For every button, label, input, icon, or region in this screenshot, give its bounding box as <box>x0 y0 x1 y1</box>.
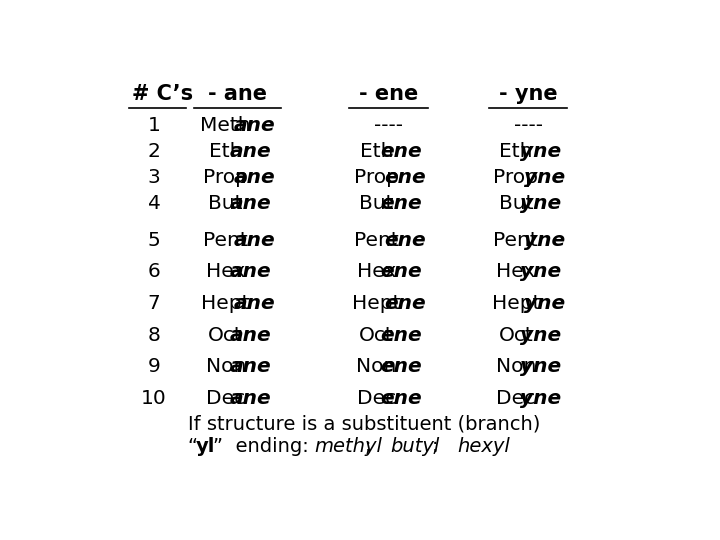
Text: ene: ene <box>384 168 426 187</box>
Text: Non: Non <box>356 357 397 376</box>
Text: ene: ene <box>380 194 421 213</box>
Text: ene: ene <box>384 294 426 313</box>
Text: Meth: Meth <box>200 116 251 134</box>
Text: Hex: Hex <box>356 262 396 281</box>
Text: ene: ene <box>384 231 426 250</box>
Text: Dec: Dec <box>206 389 246 408</box>
Text: ene: ene <box>380 326 421 345</box>
Text: 9: 9 <box>148 357 161 376</box>
Text: methyl: methyl <box>314 437 382 456</box>
Text: yl: yl <box>196 437 215 456</box>
Text: Non: Non <box>495 357 536 376</box>
Text: 5: 5 <box>148 231 161 250</box>
Text: Prop: Prop <box>493 168 539 187</box>
Text: But: But <box>499 194 533 213</box>
Text: ane: ane <box>229 142 271 161</box>
Text: yne: yne <box>523 168 564 187</box>
Text: yne: yne <box>520 326 561 345</box>
Text: Oct: Oct <box>498 326 534 345</box>
Text: Hex: Hex <box>496 262 536 281</box>
Text: hexyl: hexyl <box>458 437 510 456</box>
Text: 7: 7 <box>148 294 161 313</box>
Text: yne: yne <box>520 142 561 161</box>
Text: # C’s: # C’s <box>132 84 193 104</box>
Text: Prop: Prop <box>354 168 399 187</box>
Text: Eth: Eth <box>499 142 533 161</box>
Text: yne: yne <box>520 262 561 281</box>
Text: Pent: Pent <box>203 231 248 250</box>
Text: ane: ane <box>233 116 275 134</box>
Text: Non: Non <box>205 357 246 376</box>
Text: Eth: Eth <box>209 142 243 161</box>
Text: ene: ene <box>380 389 421 408</box>
Text: yne: yne <box>523 294 564 313</box>
Text: - yne: - yne <box>499 84 557 104</box>
Text: yne: yne <box>520 357 561 376</box>
Text: Oct: Oct <box>359 326 394 345</box>
Text: yne: yne <box>523 231 564 250</box>
Text: ;: ; <box>365 437 384 456</box>
Text: ane: ane <box>229 357 271 376</box>
Text: - ene: - ene <box>359 84 418 104</box>
Text: 6: 6 <box>148 262 161 281</box>
Text: But: But <box>209 194 243 213</box>
Text: ane: ane <box>233 168 275 187</box>
Text: ane: ane <box>233 231 275 250</box>
Text: But: But <box>359 194 394 213</box>
Text: Oct: Oct <box>208 326 243 345</box>
Text: ane: ane <box>233 294 275 313</box>
Text: ----: ---- <box>513 116 543 134</box>
Text: ane: ane <box>229 194 271 213</box>
Text: ene: ene <box>380 357 421 376</box>
Text: 10: 10 <box>141 389 167 408</box>
Text: 3: 3 <box>148 168 161 187</box>
Text: yne: yne <box>520 389 561 408</box>
Text: Hept: Hept <box>352 294 400 313</box>
Text: Pent: Pent <box>354 231 399 250</box>
Text: “: “ <box>188 437 198 456</box>
Text: ene: ene <box>380 142 421 161</box>
Text: ”  ending:: ” ending: <box>213 437 321 456</box>
Text: Pent: Pent <box>493 231 539 250</box>
Text: 8: 8 <box>148 326 161 345</box>
Text: ----: ---- <box>374 116 403 134</box>
Text: ane: ane <box>229 262 271 281</box>
Text: Hex: Hex <box>206 262 246 281</box>
Text: Eth: Eth <box>359 142 393 161</box>
Text: ;: ; <box>433 437 451 456</box>
Text: yne: yne <box>520 194 561 213</box>
Text: butyl: butyl <box>390 437 439 456</box>
Text: ane: ane <box>229 389 271 408</box>
Text: 4: 4 <box>148 194 161 213</box>
Text: Dec: Dec <box>496 389 536 408</box>
Text: ene: ene <box>380 262 421 281</box>
Text: 1: 1 <box>148 116 161 134</box>
Text: - ane: - ane <box>208 84 267 104</box>
Text: ane: ane <box>229 326 271 345</box>
Text: Prop: Prop <box>203 168 248 187</box>
Text: Hept: Hept <box>202 294 250 313</box>
Text: Dec: Dec <box>357 389 396 408</box>
Text: 2: 2 <box>148 142 161 161</box>
Text: If structure is a substituent (branch): If structure is a substituent (branch) <box>188 415 540 434</box>
Text: Hept: Hept <box>492 294 540 313</box>
